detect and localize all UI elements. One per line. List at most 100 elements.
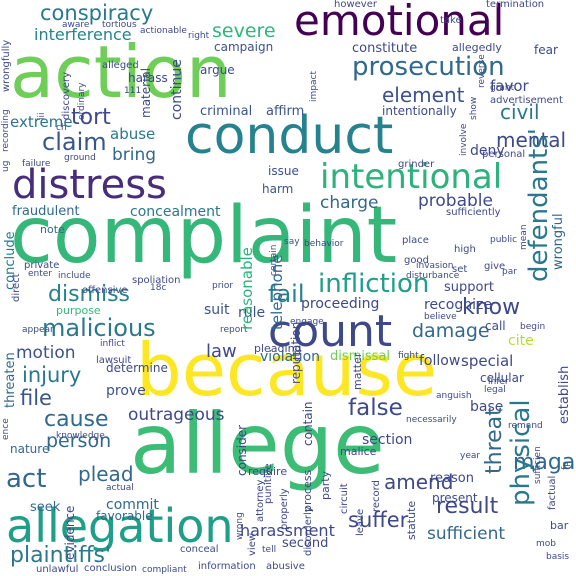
word-threaten: threaten: [3, 352, 18, 408]
word-present: present: [432, 491, 478, 505]
word-recognize: recognize: [424, 297, 492, 313]
word-actual: actual: [106, 483, 134, 493]
word-outrageous: outrageous: [128, 405, 225, 425]
word-note: note: [40, 223, 65, 236]
word-mental: mental: [496, 128, 567, 152]
word-circuit: circuit: [339, 483, 350, 514]
word-report: report: [220, 325, 248, 335]
word-wrongfully: wrongfully: [1, 39, 12, 92]
word-grinder: grinder: [398, 159, 435, 170]
word-failure: failure: [22, 159, 51, 169]
word-material: material: [139, 67, 153, 118]
word-violation: violation: [260, 349, 321, 365]
word-base: base: [470, 399, 504, 415]
word-n18c: 18c: [150, 283, 167, 293]
word-contain: contain: [301, 401, 315, 446]
word-result: result: [436, 494, 499, 519]
word-prior: prior: [212, 281, 234, 291]
word-direct: direct: [11, 273, 22, 302]
word-reverse: reverse: [477, 54, 487, 88]
word-dismiss: dismiss: [48, 282, 131, 307]
word-sufficient: sufficient: [427, 524, 506, 544]
word-emotional: emotional: [294, 0, 505, 45]
word-injury: injury: [22, 363, 82, 387]
word-rule: rule: [238, 305, 266, 321]
word-establish: establish: [557, 365, 572, 424]
word-civil: civil: [500, 100, 540, 124]
word-constitute: constitute: [352, 41, 418, 56]
word-harm: harm: [262, 182, 294, 196]
word-consider: consider: [235, 424, 249, 476]
word-extreme: extreme: [10, 113, 73, 131]
word-affirm: affirm: [266, 104, 305, 119]
word-damage: damage: [412, 320, 490, 342]
word-prosecution: prosecution: [352, 52, 505, 82]
word-party: party: [319, 470, 332, 500]
word-appear: appear: [22, 325, 54, 335]
word-section: section: [362, 432, 413, 448]
word-mob: mob: [536, 539, 556, 549]
word-remand: remand: [508, 421, 543, 431]
word-fp: fp: [561, 461, 571, 470]
word-wrongful: wrongful: [551, 213, 566, 270]
word-reasonable: reasonable: [238, 247, 256, 330]
word-ch: ch: [56, 123, 67, 133]
word-aware: aware: [62, 20, 90, 30]
word-iii: iii: [37, 112, 47, 120]
word-ground: ground: [64, 153, 96, 163]
word-infliction: infliction: [318, 269, 430, 299]
word-legal: legal: [484, 385, 506, 395]
word-support: support: [444, 280, 494, 295]
word-good: good: [404, 255, 429, 266]
word-bring: bring: [112, 145, 157, 165]
word-unlawful: unlawful: [36, 564, 79, 575]
word-follow: follow: [419, 353, 461, 369]
word-punitive: punitive: [263, 463, 274, 504]
word-invasion: invasion: [416, 261, 454, 271]
word-call: call: [485, 319, 506, 333]
word-plaintiffs: plaintiffs': [10, 543, 112, 568]
word-pleading: pleading: [254, 342, 302, 355]
word-prove: prove: [106, 383, 146, 399]
word-count: count: [268, 306, 393, 357]
word-purpose: purpose: [56, 304, 101, 317]
word-special: special: [461, 352, 514, 370]
word-law: law: [206, 341, 237, 362]
word-ence: ence: [1, 418, 11, 440]
word-information: information: [198, 561, 256, 572]
word-discovery: discovery: [61, 71, 72, 120]
word-suit: suit: [204, 302, 230, 318]
word-ordinary: ordinary: [77, 82, 87, 120]
word-begin: begin: [520, 322, 546, 332]
word-high: high: [454, 244, 476, 255]
word-leave: leave: [355, 508, 366, 536]
word-file: file: [20, 386, 52, 410]
word-campaign: campaign: [214, 40, 274, 54]
word-properly: properly: [279, 488, 290, 530]
word-evidence: evidence: [63, 505, 77, 560]
word-right: right: [188, 31, 210, 41]
word-mean: mean: [519, 224, 529, 250]
word-determine: determine: [106, 361, 168, 375]
word-intentionally: intentionally: [382, 104, 457, 118]
word-act: act: [6, 464, 47, 494]
word-allege: allege: [130, 395, 385, 493]
word-grant: grant: [490, 83, 515, 93]
word-basis: basis: [546, 552, 570, 562]
word-action: action: [10, 30, 232, 114]
word-commit: commit: [106, 497, 159, 513]
word-bar: bar: [550, 519, 569, 532]
word-cellular: cellular: [480, 371, 524, 385]
word-reputation: reputation: [289, 321, 303, 384]
word-abuse: abuse: [110, 125, 156, 143]
word-knowledge: knowledge: [56, 431, 105, 441]
word-engage: engage: [290, 317, 324, 327]
word-favorable: favorable: [96, 509, 153, 523]
word-criminal: criminal: [200, 104, 253, 119]
word-threat: threat: [482, 407, 507, 474]
word-false: false: [348, 395, 403, 421]
word-impact: impact: [309, 71, 319, 102]
word-view: view: [247, 532, 258, 556]
word-harassment: harassment: [240, 521, 335, 540]
word-deny: deny: [470, 143, 505, 159]
